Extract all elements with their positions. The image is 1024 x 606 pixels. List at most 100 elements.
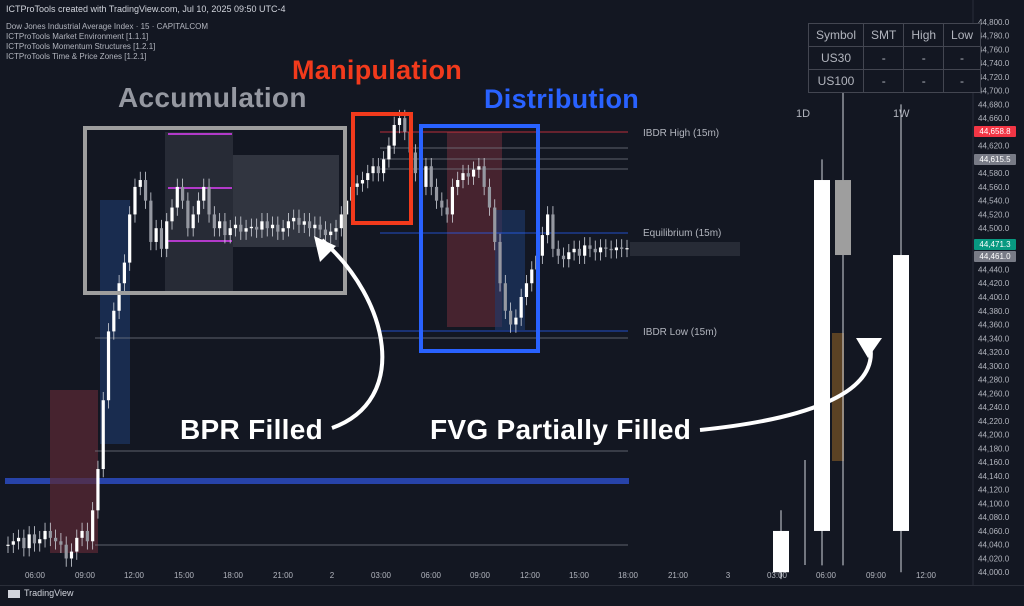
candle-body bbox=[175, 186, 179, 208]
candle-body bbox=[519, 297, 523, 318]
candle-body bbox=[466, 173, 470, 177]
candle-body bbox=[228, 228, 232, 236]
equilibrium-label: Equilibrium (15m) bbox=[643, 228, 722, 239]
candle-body bbox=[159, 228, 164, 249]
candle-body bbox=[302, 221, 306, 225]
credit-line: ICTProTools created with TradingView.com… bbox=[6, 4, 286, 14]
y-tick-label: 44,400.0 bbox=[978, 293, 1010, 302]
candle-body bbox=[329, 231, 333, 236]
price-tag-ibdr-high: 44,658.8 bbox=[974, 126, 1016, 137]
candle-body bbox=[471, 169, 476, 177]
x-tick-label: 15:00 bbox=[174, 571, 195, 580]
htf-label-1d: 1D bbox=[796, 108, 811, 120]
y-tick-label: 44,420.0 bbox=[978, 279, 1010, 288]
candle-body bbox=[43, 530, 47, 540]
y-tick-label: 44,020.0 bbox=[978, 554, 1010, 563]
y-tick-label: 44,220.0 bbox=[978, 417, 1010, 426]
indicator-1: ICTProTools Market Environment [1.1.1] bbox=[6, 32, 149, 41]
x-tick-label: 09:00 bbox=[866, 571, 887, 580]
smt-row-low: - bbox=[943, 69, 982, 93]
candle-body bbox=[6, 544, 10, 546]
fvg-arrow-head bbox=[856, 338, 882, 358]
candle-body bbox=[524, 283, 529, 297]
smt-row-high: - bbox=[903, 46, 945, 70]
candle-body bbox=[218, 221, 222, 229]
candle-body bbox=[551, 214, 555, 249]
y-tick-label: 44,540.0 bbox=[978, 197, 1010, 206]
candle-body bbox=[165, 221, 169, 249]
candle-body bbox=[96, 469, 100, 511]
smt-table: Symbol SMT High Low US30 - - - US100 - -… bbox=[807, 23, 982, 93]
candle-body bbox=[117, 283, 121, 311]
smt-header-smt: SMT bbox=[863, 23, 905, 47]
candle-body bbox=[202, 186, 206, 201]
candle-body bbox=[38, 539, 42, 544]
symbol-line: Dow Jones Industrial Average Index · 15 … bbox=[6, 22, 209, 31]
x-tick-label: 3 bbox=[726, 571, 731, 580]
y-tick-label: 44,520.0 bbox=[978, 210, 1010, 219]
indicator-3: ICTProTools Time & Price Zones [1.2.1] bbox=[6, 52, 147, 61]
candle-body bbox=[276, 224, 280, 232]
candle-body bbox=[403, 118, 407, 132]
candle-body bbox=[456, 180, 460, 187]
candle-body bbox=[561, 255, 566, 260]
candle-body bbox=[16, 537, 21, 542]
price-tag-current: 44,471.3 bbox=[974, 239, 1016, 250]
tradingview-logo[interactable]: TradingView bbox=[8, 588, 74, 598]
candle-body bbox=[614, 247, 619, 251]
x-tick-label: 06:00 bbox=[25, 571, 46, 580]
candle-body bbox=[143, 180, 148, 201]
candle-body bbox=[376, 166, 380, 174]
y-tick-label: 44,580.0 bbox=[978, 169, 1010, 178]
y-tick-label: 44,240.0 bbox=[978, 403, 1010, 412]
y-tick-label: 44,760.0 bbox=[978, 45, 1010, 54]
candle-body bbox=[445, 207, 449, 215]
ibdr-low-label: IBDR Low (15m) bbox=[643, 327, 717, 338]
accumulation-box bbox=[83, 126, 347, 295]
htf-label-1w: 1W bbox=[893, 108, 910, 120]
candle-body bbox=[313, 224, 317, 229]
candle-body bbox=[138, 180, 142, 187]
candle-body bbox=[482, 166, 486, 187]
y-tick-label: 44,720.0 bbox=[978, 73, 1010, 82]
candle-body bbox=[323, 229, 328, 236]
candle-body bbox=[149, 200, 153, 242]
y-tick-label: 44,280.0 bbox=[978, 376, 1010, 385]
candle-body bbox=[625, 248, 629, 250]
tradingview-brand: TradingView bbox=[24, 588, 74, 598]
candle-body bbox=[371, 166, 375, 174]
y-tick-label: 44,560.0 bbox=[978, 183, 1010, 192]
candle-body bbox=[588, 245, 592, 249]
htf-candle-body bbox=[773, 530, 789, 573]
candle-body bbox=[429, 166, 433, 187]
candle-body bbox=[260, 221, 264, 230]
candle-body bbox=[392, 124, 396, 146]
candle-body bbox=[514, 317, 518, 325]
candle-body bbox=[122, 262, 126, 284]
y-tick-label: 44,120.0 bbox=[978, 486, 1010, 495]
x-tick-label: 06:00 bbox=[421, 571, 442, 580]
candle-body bbox=[249, 226, 253, 229]
candle-body bbox=[583, 245, 587, 256]
x-tick-label: 21:00 bbox=[668, 571, 689, 580]
candle-body bbox=[91, 510, 95, 542]
bearish-fvg-zone bbox=[50, 390, 98, 553]
bpr-filled-label: BPR Filled bbox=[180, 414, 324, 445]
candle-body bbox=[387, 145, 391, 160]
candle-body bbox=[498, 241, 502, 284]
candle-body bbox=[577, 248, 581, 256]
x-tick-label: 12:00 bbox=[916, 571, 937, 580]
candle-body bbox=[133, 186, 137, 215]
y-tick-label: 44,620.0 bbox=[978, 142, 1010, 151]
candle-body bbox=[355, 183, 359, 187]
candle-body bbox=[186, 200, 190, 229]
candle-body bbox=[196, 200, 201, 215]
bearish-zone bbox=[447, 132, 502, 327]
candle-body bbox=[106, 331, 111, 401]
candle-body bbox=[567, 252, 571, 260]
y-tick-label: 44,360.0 bbox=[978, 321, 1010, 330]
x-tick-label: 03:00 bbox=[371, 571, 392, 580]
y-tick-label: 44,160.0 bbox=[978, 458, 1010, 467]
